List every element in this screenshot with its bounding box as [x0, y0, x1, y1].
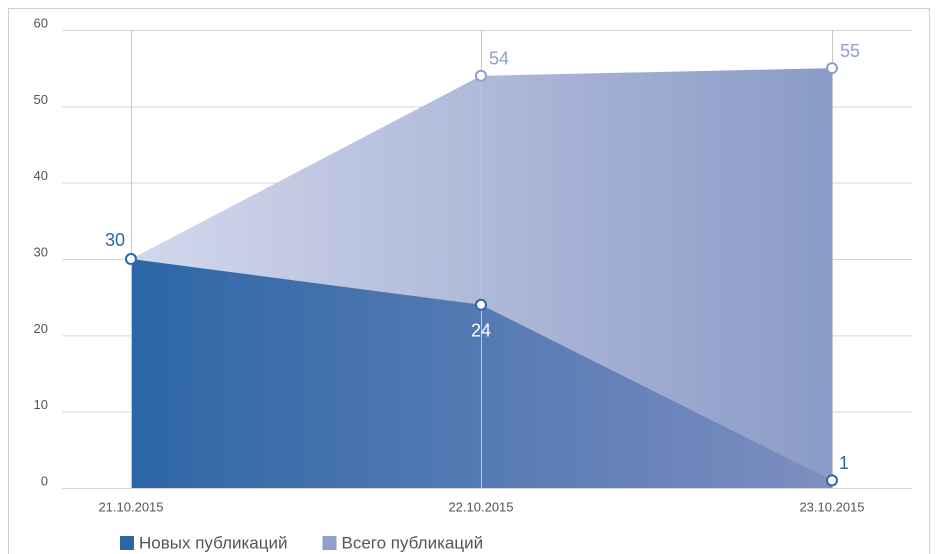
- legend-label: Новых публикаций: [139, 533, 287, 552]
- point: [826, 62, 838, 75]
- value-label: 1: [839, 453, 849, 473]
- y-tick-label: 40: [34, 168, 48, 183]
- frame: [8, 8, 930, 554]
- x-tick-label: 21.10.2015: [98, 499, 163, 514]
- x-tick-label: 23.10.2015: [799, 499, 864, 514]
- y-tick-label: 0: [41, 473, 48, 488]
- legend-label: Всего публикаций: [341, 533, 483, 552]
- x-tick-label: 22.10.2015: [448, 499, 513, 514]
- point: [826, 474, 838, 487]
- y-tick-label: 50: [34, 92, 48, 107]
- y-tick-label: 20: [34, 321, 48, 336]
- value-label: 54: [489, 49, 509, 69]
- value-label: 30: [105, 230, 125, 250]
- point: [475, 69, 487, 82]
- legend-swatch: [322, 536, 337, 550]
- y-tick-label: 30: [34, 244, 48, 259]
- point: [125, 253, 137, 265]
- y-tick-label: 60: [34, 15, 48, 30]
- point: [475, 298, 487, 311]
- legend-swatch: [120, 536, 134, 550]
- value-label: 24: [471, 321, 491, 341]
- y-tick-label: 10: [34, 397, 48, 412]
- value-label: 55: [840, 41, 860, 61]
